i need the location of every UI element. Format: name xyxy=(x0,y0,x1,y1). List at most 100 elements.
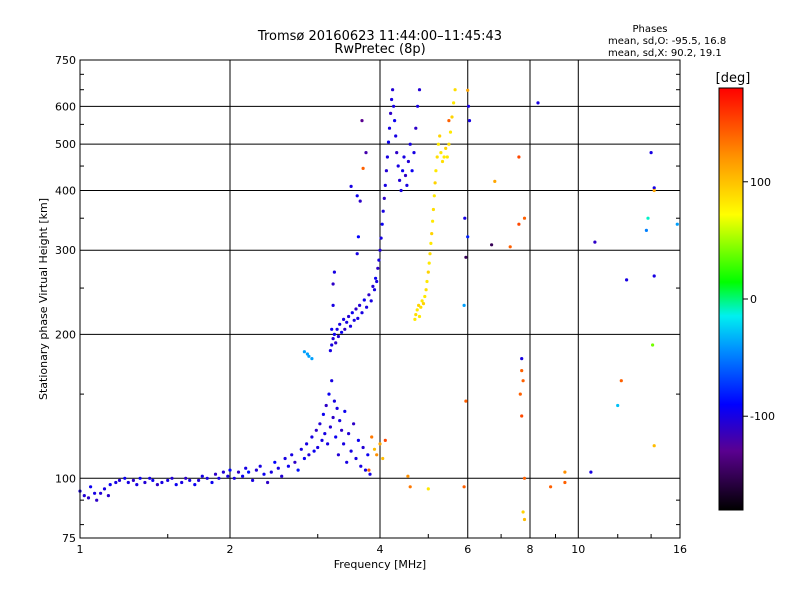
data-point-scattered xyxy=(517,155,521,159)
data-point-o xyxy=(236,470,241,474)
y-tick-label: 300 xyxy=(55,244,76,257)
data-point-o xyxy=(369,299,373,303)
data-point-x xyxy=(421,302,426,306)
legend-title: Phases xyxy=(632,24,667,35)
data-point-o xyxy=(99,491,103,495)
data-point-o xyxy=(241,474,245,478)
data-point-scattered xyxy=(462,485,466,489)
data-point-o xyxy=(184,476,188,480)
data-point-o xyxy=(392,104,396,108)
data-point-scattered xyxy=(518,392,522,396)
data-point-o xyxy=(247,470,251,474)
data-point-o xyxy=(343,327,347,331)
data-point-o xyxy=(293,460,297,464)
data-point-o xyxy=(131,478,135,482)
data-point-o xyxy=(395,151,399,155)
data-point-o xyxy=(210,480,214,485)
data-point-x xyxy=(426,270,430,274)
data-point-x xyxy=(381,456,385,461)
data-point-o xyxy=(151,478,155,482)
data-point-x xyxy=(433,181,437,185)
data-point-x xyxy=(424,288,428,292)
data-point-o xyxy=(82,494,86,498)
data-point-scattered xyxy=(364,151,368,155)
data-point-scattered xyxy=(361,166,365,170)
data-point-o xyxy=(332,270,336,274)
colorbar-unit: [deg] xyxy=(716,71,751,86)
data-point-o xyxy=(368,472,372,476)
data-point-o xyxy=(354,307,358,311)
data-point-scattered xyxy=(625,278,629,282)
data-point-x xyxy=(414,313,418,317)
data-point-o xyxy=(334,435,338,439)
data-point-o xyxy=(417,88,422,92)
data-point-o xyxy=(138,476,142,480)
y-tick-label: 200 xyxy=(55,328,76,341)
data-point-x xyxy=(429,241,433,245)
data-point-o xyxy=(305,352,309,356)
y-tick-label: 500 xyxy=(55,138,76,151)
data-points xyxy=(78,88,679,522)
data-point-scattered xyxy=(536,101,540,105)
data-point-scattered xyxy=(355,252,359,256)
plot-area xyxy=(78,59,681,539)
data-point-x xyxy=(423,294,427,299)
data-point-o xyxy=(386,140,391,144)
y-axis: 75 100 200 300 400 500 600 750 xyxy=(55,54,680,545)
data-point-o xyxy=(348,324,353,328)
x-tick-label: 2 xyxy=(227,543,234,556)
data-point-o xyxy=(332,332,336,336)
data-point-o xyxy=(355,194,359,198)
data-point-o xyxy=(334,341,338,345)
data-point-o xyxy=(349,184,353,188)
data-point-scattered xyxy=(360,119,364,123)
data-point-o xyxy=(340,330,344,334)
data-point-scattered xyxy=(651,343,655,347)
data-point-x xyxy=(417,314,422,319)
data-point-o xyxy=(382,196,386,200)
data-point-o xyxy=(365,305,369,309)
x-axis-label: Frequency [MHz] xyxy=(334,558,426,571)
data-point-scattered xyxy=(466,104,471,108)
data-point-o xyxy=(114,480,118,485)
data-point-x xyxy=(370,435,374,439)
data-point-x xyxy=(448,130,453,134)
colorbar-ticks: 100 0 -100 xyxy=(743,176,775,423)
data-point-o xyxy=(336,334,340,339)
data-point-o xyxy=(93,491,97,495)
data-point-o xyxy=(340,428,344,432)
data-point-o xyxy=(331,337,335,341)
data-point-o xyxy=(389,111,393,115)
data-point-o xyxy=(330,379,334,383)
data-point-o xyxy=(338,419,342,423)
data-point-o xyxy=(387,126,392,130)
data-point-o xyxy=(148,476,152,480)
data-point-x xyxy=(436,142,440,146)
x-axis: 1 2 4 6 8 10 16 xyxy=(77,534,687,556)
data-point-o xyxy=(342,317,346,321)
data-point-o xyxy=(393,119,397,123)
data-point-o xyxy=(286,464,290,468)
data-point-scattered xyxy=(463,216,467,220)
data-point-scattered xyxy=(675,222,679,226)
grid-lines xyxy=(80,60,680,538)
data-point-o xyxy=(327,392,331,396)
data-point-o xyxy=(193,483,197,487)
y-tick-label: 75 xyxy=(62,532,76,545)
data-point-scattered xyxy=(466,88,470,92)
data-point-x xyxy=(438,134,442,138)
data-point-x xyxy=(372,447,377,451)
data-point-scattered xyxy=(521,379,525,383)
data-point-scattered xyxy=(356,235,360,239)
data-point-x xyxy=(442,155,446,159)
data-point-o xyxy=(345,320,349,324)
data-point-scattered xyxy=(522,476,527,480)
data-point-o xyxy=(345,460,349,464)
data-point-o xyxy=(307,354,311,358)
data-point-o xyxy=(354,456,358,461)
data-point-o xyxy=(108,483,112,487)
data-point-x xyxy=(375,453,379,457)
colorbar-tick-label: -100 xyxy=(750,410,775,423)
data-point-o xyxy=(347,314,351,319)
data-point-o xyxy=(307,453,311,457)
